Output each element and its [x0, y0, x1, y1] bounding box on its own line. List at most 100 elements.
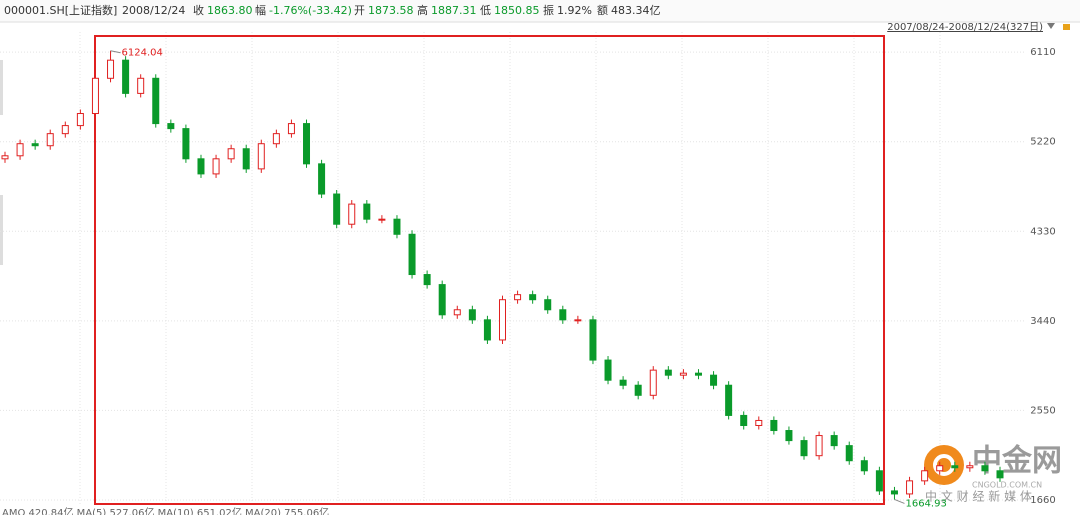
- header-bar: [0, 0, 1080, 22]
- candle-body: [378, 218, 386, 221]
- label: 收: [193, 3, 204, 17]
- candle-body: [31, 143, 39, 147]
- candle-body: [363, 203, 371, 220]
- candle-body: [1, 155, 9, 160]
- candle-body: [936, 465, 944, 472]
- symbol: 000001.SH[上证指数]: [4, 3, 117, 17]
- value: 1850.85: [494, 4, 540, 17]
- candle-body: [182, 128, 190, 160]
- candle-body: [740, 414, 748, 426]
- date-range[interactable]: 2007/08/24-2008/12/24(327日): [887, 22, 1043, 33]
- watermark-slogan: 中 文 财 经 新 媒 体: [925, 489, 1032, 504]
- candle-body: [408, 233, 416, 276]
- candle-body: [333, 193, 341, 225]
- side-tab: [0, 60, 3, 115]
- candle-body: [303, 123, 311, 165]
- y-tick-label: 6110: [1030, 47, 1055, 58]
- value: 1.92%: [557, 4, 592, 17]
- candle-body: [634, 384, 642, 396]
- value: 1873.58: [368, 4, 414, 17]
- candle-body: [107, 59, 115, 79]
- candle-body: [815, 435, 823, 457]
- candle-body: [287, 123, 295, 135]
- annotation-pointer: [110, 50, 121, 54]
- candle-body: [514, 294, 522, 301]
- candle-body: [122, 59, 130, 94]
- label: 幅: [255, 4, 266, 17]
- label: 额: [597, 4, 608, 17]
- lock-icon[interactable]: [1063, 24, 1070, 30]
- candle-body: [770, 419, 778, 432]
- candle-body: [393, 218, 401, 235]
- candle-body: [227, 148, 235, 160]
- candle-body: [875, 470, 883, 492]
- candle-body: [860, 460, 868, 472]
- candle-body: [921, 470, 929, 482]
- candle-body: [966, 465, 974, 469]
- candle-body: [890, 490, 898, 495]
- candle-body: [649, 369, 657, 396]
- candle-body: [755, 419, 763, 426]
- candle-body: [529, 294, 537, 301]
- candle-body: [76, 113, 84, 127]
- candle-body: [212, 158, 220, 175]
- indicator-line: AMO 420.84亿 MA(5) 527.06亿 MA(10) 651.02亿…: [2, 506, 329, 515]
- value: -1.76%(-33.42): [269, 4, 352, 17]
- annotation: 6124.04: [122, 48, 163, 59]
- candle-body: [544, 299, 552, 311]
- candle-body: [710, 374, 718, 386]
- label: 高: [417, 3, 428, 17]
- candle-body: [499, 299, 506, 341]
- highlight-box: [94, 35, 885, 505]
- label: 开: [354, 4, 365, 17]
- candle-body: [906, 480, 914, 495]
- candle-body: [800, 440, 808, 457]
- candle-body: [137, 77, 145, 94]
- y-tick-label: 2550: [1030, 405, 1055, 416]
- candle-body: [785, 430, 793, 442]
- logo-swirl: [933, 454, 955, 476]
- date: 2008/12/24: [122, 4, 185, 17]
- candle-body: [694, 372, 702, 376]
- dropdown-arrow[interactable]: [1047, 23, 1055, 29]
- candle-body: [16, 143, 24, 157]
- candle-body: [951, 465, 959, 469]
- candle-body: [242, 148, 250, 170]
- candle-body: [61, 125, 69, 135]
- candle-body: [725, 384, 733, 416]
- candle-body: [152, 77, 160, 125]
- candle-body: [468, 309, 476, 321]
- value: 1887.31: [431, 4, 477, 17]
- annotation-pointer: [894, 499, 905, 504]
- annotation: 1664.93: [905, 498, 946, 509]
- candle-body: [257, 143, 265, 170]
- candle-body: [981, 465, 989, 472]
- candle-body: [318, 163, 326, 195]
- candle-body: [996, 470, 1004, 479]
- candle-body: [559, 309, 567, 321]
- candle-body: [483, 319, 491, 341]
- candle-body: [589, 319, 597, 361]
- candle-body: [348, 203, 356, 225]
- candle-body: [679, 372, 687, 376]
- y-tick-label: 1660: [1030, 495, 1055, 506]
- label: 低: [480, 4, 491, 17]
- candle-body: [845, 445, 853, 462]
- candle-body: [438, 284, 446, 316]
- candle-body: [197, 158, 205, 175]
- y-tick-label: 3440: [1030, 316, 1055, 327]
- y-tick-label: 5220: [1030, 137, 1055, 148]
- watermark: 中金网 CNGOLD.COM.CN 中 文 财 经 新 媒 体: [924, 444, 1062, 504]
- logo: [924, 445, 964, 485]
- candle-body: [619, 379, 627, 386]
- label: 振: [543, 3, 554, 17]
- candle-body: [46, 133, 54, 147]
- candle-body: [167, 123, 175, 130]
- watermark-name: 中金网: [972, 444, 1062, 479]
- candle-body: [91, 77, 99, 115]
- candle-body: [453, 309, 461, 316]
- candle-body: [830, 435, 838, 447]
- candle-body: [664, 369, 672, 376]
- watermark-site: CNGOLD.COM.CN: [972, 481, 1042, 490]
